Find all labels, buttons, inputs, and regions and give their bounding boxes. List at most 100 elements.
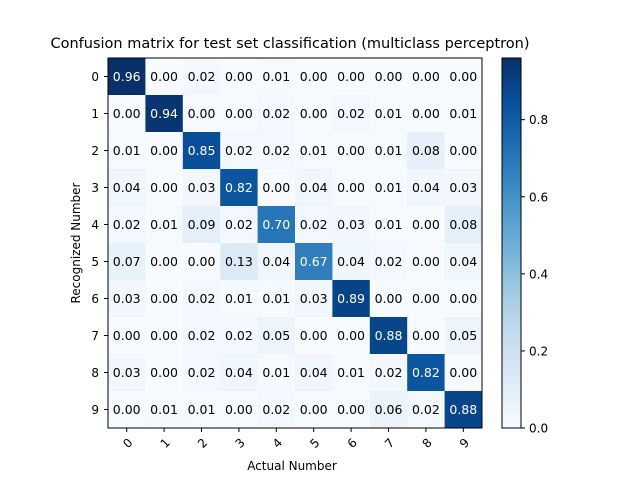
cell-value-label: 0.00 (150, 291, 178, 306)
cell-value-label: 0.02 (300, 217, 328, 232)
cell-value-label: 0.05 (449, 328, 477, 343)
heatmap-cell (220, 95, 258, 133)
cell-value-label: 0.01 (375, 143, 403, 158)
cell-value-label: 0.00 (150, 69, 178, 84)
cell-value-label: 0.00 (375, 69, 403, 84)
chart-title: Confusion matrix for test set classifica… (50, 36, 529, 52)
heatmap-cell (145, 317, 184, 355)
cell-value-label: 0.00 (449, 365, 477, 380)
heatmap-cell (444, 243, 483, 281)
cell-value-label: 0.01 (262, 291, 290, 306)
cell-value-label: 0.00 (337, 143, 365, 158)
heatmap-cell (257, 132, 296, 170)
cell-value-label: 0.02 (375, 365, 403, 380)
cell-value-label: 0.00 (337, 328, 365, 343)
heatmap-cell (182, 317, 221, 355)
cell-value-label: 0.01 (150, 402, 178, 417)
heatmap-cell (295, 391, 333, 429)
cell-value-label: 0.03 (113, 365, 141, 380)
heatmap-cell (332, 243, 371, 281)
cell-value-label: 0.01 (262, 365, 290, 380)
heatmap-cell (257, 391, 296, 429)
x-tick-label: 6 (345, 436, 360, 451)
cell-value-label: 0.04 (337, 254, 365, 269)
cell-value-label: 0.02 (188, 365, 216, 380)
cell-value-label: 0.01 (113, 143, 141, 158)
cell-value-label: 0.02 (188, 69, 216, 84)
cell-value-label: 0.02 (412, 402, 440, 417)
heatmap-cells (108, 58, 483, 429)
cell-value-label: 0.89 (337, 291, 365, 306)
heatmap-cell (369, 169, 408, 207)
cell-value-label: 0.00 (225, 106, 253, 121)
heatmap-cell (407, 280, 445, 318)
cell-value-label: 0.07 (113, 254, 141, 269)
cell-value-label: 0.01 (337, 365, 365, 380)
heatmap-cell (182, 354, 221, 392)
cell-value-label: 0.02 (225, 143, 253, 158)
cell-value-label: 0.00 (300, 106, 328, 121)
y-tick-label: 8 (91, 366, 99, 380)
heatmap-cell (407, 95, 445, 133)
cell-value-label: 0.96 (113, 69, 141, 84)
heatmap-cell (444, 280, 483, 318)
heatmap-cell (108, 354, 146, 392)
heatmap-cell (182, 206, 221, 244)
heatmap-cell (369, 58, 408, 96)
heatmap-cell (145, 354, 184, 392)
cell-value-label: 0.03 (449, 180, 477, 195)
x-tick-label: 9 (457, 436, 472, 451)
heatmap-cell (108, 58, 146, 96)
heatmap-cell (295, 243, 333, 281)
cell-value-label: 0.09 (188, 217, 216, 232)
heatmap-cell (108, 243, 146, 281)
cell-value-labels: 0.96 0.00 0.02 0.00 0.01 0.00 0.00 0.00 0.00 0.00… (113, 69, 477, 417)
x-axis-label: Actual Number (247, 459, 337, 473)
heatmap-cell (220, 58, 258, 96)
cell-value-label: 0.03 (188, 180, 216, 195)
cell-value-label: 0.08 (449, 217, 477, 232)
heatmap-cell (220, 132, 258, 170)
heatmap-cell (295, 95, 333, 133)
heatmap-cell (295, 58, 333, 96)
cell-value-label: 0.00 (225, 69, 253, 84)
cell-value-label: 0.00 (188, 106, 216, 121)
y-tick-label: 0 (91, 70, 99, 84)
cell-value-label: 0.00 (412, 69, 440, 84)
cell-value-label: 0.01 (375, 106, 403, 121)
heatmap-cell (295, 132, 333, 170)
cell-value-label: 0.00 (412, 217, 440, 232)
heatmap-cell (369, 391, 408, 429)
cell-value-label: 0.02 (188, 328, 216, 343)
cell-value-label: 0.00 (449, 143, 477, 158)
heatmap-cell (182, 169, 221, 207)
heatmap-cell (332, 280, 371, 318)
heatmap-cell (220, 169, 258, 207)
heatmap-cell (182, 132, 221, 170)
colorbar-gradient (502, 58, 521, 428)
heatmap-cell (332, 95, 371, 133)
cell-value-label: 0.05 (262, 328, 290, 343)
cell-value-label: 0.00 (113, 402, 141, 417)
cell-value-label: 0.00 (300, 402, 328, 417)
cell-value-label: 0.70 (262, 217, 290, 232)
cell-value-label: 0.04 (449, 254, 477, 269)
x-tick-label: 8 (419, 436, 434, 451)
heatmap-cell (257, 354, 296, 392)
heatmap-cell (444, 317, 483, 355)
cell-value-label: 0.00 (150, 143, 178, 158)
heatmap-cell (295, 317, 333, 355)
heatmap-cell (108, 206, 146, 244)
heatmap-cell (444, 206, 483, 244)
colorbar-tick-label: 0.8 (529, 113, 548, 127)
heatmap-cell (145, 132, 184, 170)
heatmap-cell (182, 58, 221, 96)
cell-value-label: 0.06 (375, 402, 403, 417)
cell-value-label: 0.00 (300, 328, 328, 343)
heatmap-cell (182, 280, 221, 318)
y-tick-label: 9 (91, 403, 99, 417)
cell-value-label: 0.82 (412, 365, 440, 380)
heatmap-cell (145, 243, 184, 281)
cell-value-label: 0.02 (262, 143, 290, 158)
